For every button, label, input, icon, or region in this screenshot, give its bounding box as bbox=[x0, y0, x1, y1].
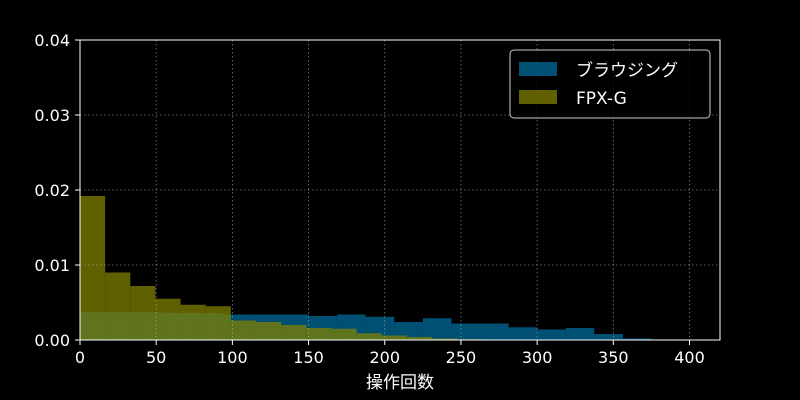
axes-layer: 0 50 100 150 200 250 300 350 400 0.00 0.01 0.02 0.03… bbox=[34, 31, 721, 367]
x-tick-label-2: 50 bbox=[146, 348, 166, 367]
y-tick-label-1: 0.00 bbox=[34, 331, 70, 350]
bars-layer bbox=[80, 196, 652, 340]
x-tick-label-1: 0 bbox=[75, 348, 85, 367]
x-tick-label-4: 150 bbox=[293, 348, 324, 367]
bar-series-1-16 bbox=[508, 327, 538, 340]
bar-series-1-15 bbox=[480, 323, 509, 340]
bar-series-2-4 bbox=[155, 298, 181, 340]
x-tick-label-7: 300 bbox=[522, 348, 553, 367]
legend-box bbox=[509, 49, 711, 119]
y-tick-label-5: 0.04 bbox=[34, 31, 70, 50]
x-tick-label-8: 350 bbox=[598, 348, 629, 367]
bar-series-2-15 bbox=[432, 338, 458, 340]
x-axis-label: 操作回数 bbox=[366, 373, 434, 393]
bar-series-2-8 bbox=[256, 322, 282, 340]
bar-series-2-5 bbox=[180, 304, 206, 340]
bar-series-1-18 bbox=[565, 328, 595, 340]
bar-series-2-14 bbox=[406, 337, 432, 340]
bar-series-1-17 bbox=[537, 329, 566, 340]
bar-series-1-19 bbox=[594, 334, 623, 340]
y-tick-label-3: 0.02 bbox=[34, 181, 70, 200]
legend-swatch-2 bbox=[519, 90, 557, 104]
legend-swatch-1 bbox=[519, 62, 557, 76]
legend: ブラウジング FPX-G bbox=[509, 49, 711, 119]
y-tick-label-2: 0.01 bbox=[34, 256, 70, 275]
bar-series-2-10 bbox=[306, 328, 332, 340]
legend-label-2: FPX-G bbox=[576, 89, 627, 109]
bar-series-2-1 bbox=[80, 196, 106, 340]
legend-label-1: ブラウジング bbox=[576, 60, 678, 81]
bar-series-2-3 bbox=[130, 286, 156, 340]
series-2 bbox=[80, 196, 483, 340]
bar-series-2-11 bbox=[331, 328, 357, 340]
bar-series-1-13 bbox=[422, 318, 452, 340]
x-tick-label-6: 250 bbox=[446, 348, 477, 367]
x-tick-label-5: 200 bbox=[369, 348, 400, 367]
bar-series-1-14 bbox=[451, 323, 480, 340]
x-tick-label-3: 100 bbox=[217, 348, 248, 367]
bar-series-2-6 bbox=[205, 306, 231, 340]
y-tick-label-4: 0.03 bbox=[34, 106, 70, 125]
bar-series-2-9 bbox=[281, 325, 307, 340]
bar-series-1-20 bbox=[622, 338, 652, 340]
bar-series-2-2 bbox=[105, 272, 131, 340]
bar-series-2-12 bbox=[356, 333, 382, 340]
bar-series-2-7 bbox=[230, 320, 256, 340]
bar-series-2-13 bbox=[381, 335, 407, 340]
x-tick-label-9: 400 bbox=[674, 348, 705, 367]
